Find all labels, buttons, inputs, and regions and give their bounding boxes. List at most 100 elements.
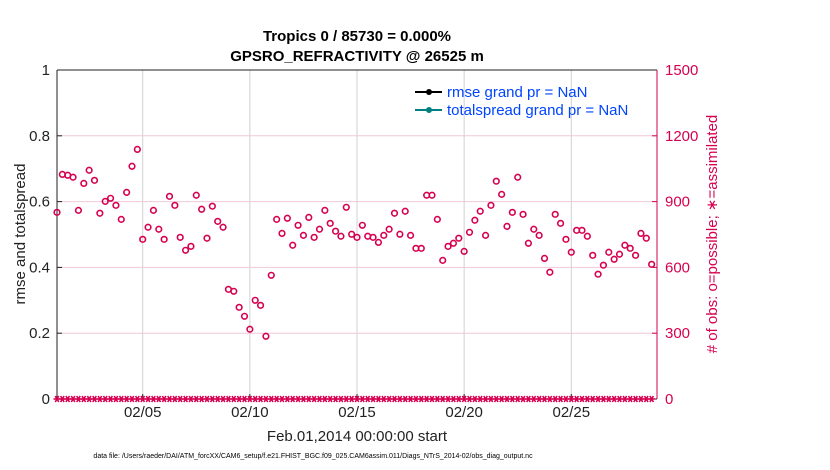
- chart-title-line2: GPSRO_REFRACTIVITY @ 26525 m: [230, 48, 484, 65]
- obs-possible-point: [444, 242, 452, 250]
- obs-possible-point: [198, 205, 206, 213]
- obs-possible-point: [90, 176, 99, 184]
- legend-marker: [426, 107, 432, 113]
- obs-possible-point: [123, 188, 131, 196]
- x-tick-label: 02/15: [338, 404, 376, 421]
- obs-possible-point: [315, 225, 324, 233]
- obs-possible-point: [85, 166, 93, 174]
- y-axis-label-left: rmse and totalspread: [12, 164, 29, 305]
- obs-possible-point: [176, 233, 184, 241]
- obs-possible-point: [294, 221, 302, 229]
- obs-possible-point: [283, 214, 291, 222]
- obs-possible-point: [96, 209, 104, 217]
- obs-possible-point: [556, 219, 565, 227]
- obs-possible-point: [273, 215, 281, 223]
- obs-possible-point: [106, 194, 115, 202]
- x-tick-label: 02/05: [124, 404, 162, 421]
- obs-possible-point: [417, 244, 425, 252]
- obs-possible-point: [492, 177, 500, 185]
- obs-assimilated-point: [648, 395, 656, 403]
- obs-possible-point: [637, 229, 645, 238]
- y-tick-label-left: 0.6: [29, 194, 50, 211]
- obs-possible-point: [369, 233, 377, 241]
- x-tick-label: 02/25: [553, 404, 591, 421]
- obs-possible-point: [583, 232, 591, 240]
- obs-possible-point: [514, 173, 522, 181]
- obs-possible-point: [648, 260, 656, 268]
- obs-possible-point: [353, 233, 361, 241]
- y-tick-label-right: 900: [665, 194, 690, 211]
- obs-possible-point: [251, 296, 259, 304]
- obs-possible-point: [165, 192, 174, 200]
- axes: 02/05 02/10 02/15 02/20 02/25 0 0.2 0.4 0.6 0.8 1 0…: [29, 62, 698, 421]
- obs-possible-point: [503, 222, 511, 230]
- y-tick-label-left: 0: [42, 391, 50, 408]
- obs-possible-point: [380, 231, 388, 239]
- obs-possible-point: [214, 217, 222, 225]
- obs-possible-point: [230, 287, 238, 295]
- obs-possible-point: [605, 248, 613, 256]
- obs-possible-point: [128, 162, 136, 170]
- obs-possible-point: [240, 312, 249, 320]
- obs-possible-point: [465, 228, 474, 236]
- y-tick-label-left: 1: [42, 62, 50, 79]
- obs-possible-point: [348, 230, 356, 238]
- y-tick-label-left: 0.4: [29, 259, 50, 276]
- obs-possible-point: [519, 210, 527, 218]
- obs-possible-point: [524, 239, 533, 247]
- obs-possible-point: [192, 191, 200, 199]
- grid: [57, 70, 657, 399]
- obs-possible-point: [342, 203, 350, 211]
- obs-possible-point: [401, 207, 409, 215]
- obs-possible-point: [144, 223, 152, 231]
- obs-possible-point: [610, 255, 618, 263]
- obs-possible-point: [498, 190, 506, 198]
- y-tick-label-left: 0.2: [29, 325, 50, 342]
- obs-possible-point: [69, 173, 77, 181]
- x-tick-label: 02/20: [445, 404, 483, 421]
- obs-possible-point: [471, 216, 479, 224]
- obs-possible-point: [487, 201, 495, 209]
- obs-possible-point: [481, 231, 490, 239]
- obs-possible-point: [117, 215, 125, 223]
- obs-possible-point: [74, 206, 83, 214]
- obs-possible-point: [599, 261, 608, 269]
- obs-possible-point: [305, 213, 313, 221]
- obs-possible-point: [133, 145, 141, 153]
- obs-possible-point: [530, 225, 538, 233]
- obs-possible-point: [80, 179, 88, 187]
- obs-possible-point: [428, 191, 436, 199]
- obs-possible-point: [278, 229, 286, 238]
- legend-label: totalspread grand pr = NaN: [447, 102, 628, 119]
- obs-possible-point: [310, 233, 318, 241]
- obs-possible-point: [246, 325, 254, 333]
- y-axis-label-right: # of obs: o=possible; ∗=assimilated: [704, 115, 721, 354]
- x-axis-label: Feb.01,2014 00:00:00 start: [267, 428, 448, 445]
- data-file-footer: data file: /Users/raeder/DAI/ATM_forcXX/…: [93, 453, 533, 460]
- obs-possible-point: [187, 242, 195, 250]
- obs-possible-point: [299, 231, 308, 239]
- obs-possible-point: [149, 206, 158, 214]
- obs-possible-point: [256, 301, 265, 309]
- obs-possible-point: [476, 207, 484, 215]
- obs-possible-point: [626, 244, 634, 252]
- obs-possible-point: [155, 225, 163, 233]
- obs-possible-point: [181, 246, 190, 254]
- obs-possible-point: [337, 232, 345, 240]
- obs-possible-point: [551, 210, 559, 218]
- obs-possible-point: [594, 270, 602, 278]
- obs-possible-point: [235, 303, 243, 311]
- obs-possible-point: [203, 234, 211, 242]
- obs-possible-point: [589, 251, 597, 259]
- obs-possible-point: [508, 208, 516, 216]
- obs-possible-point: [171, 201, 179, 209]
- data-marks: [53, 145, 656, 403]
- obs-possible-point: [439, 256, 447, 264]
- y-tick-label-right: 0: [665, 391, 673, 408]
- obs-possible-point: [578, 226, 586, 234]
- obs-possible-point: [460, 247, 468, 255]
- obs-possible-point: [396, 230, 404, 238]
- chart-title-line1: Tropics 0 / 85730 = 0.000%: [263, 28, 451, 45]
- obs-possible-point: [53, 208, 61, 216]
